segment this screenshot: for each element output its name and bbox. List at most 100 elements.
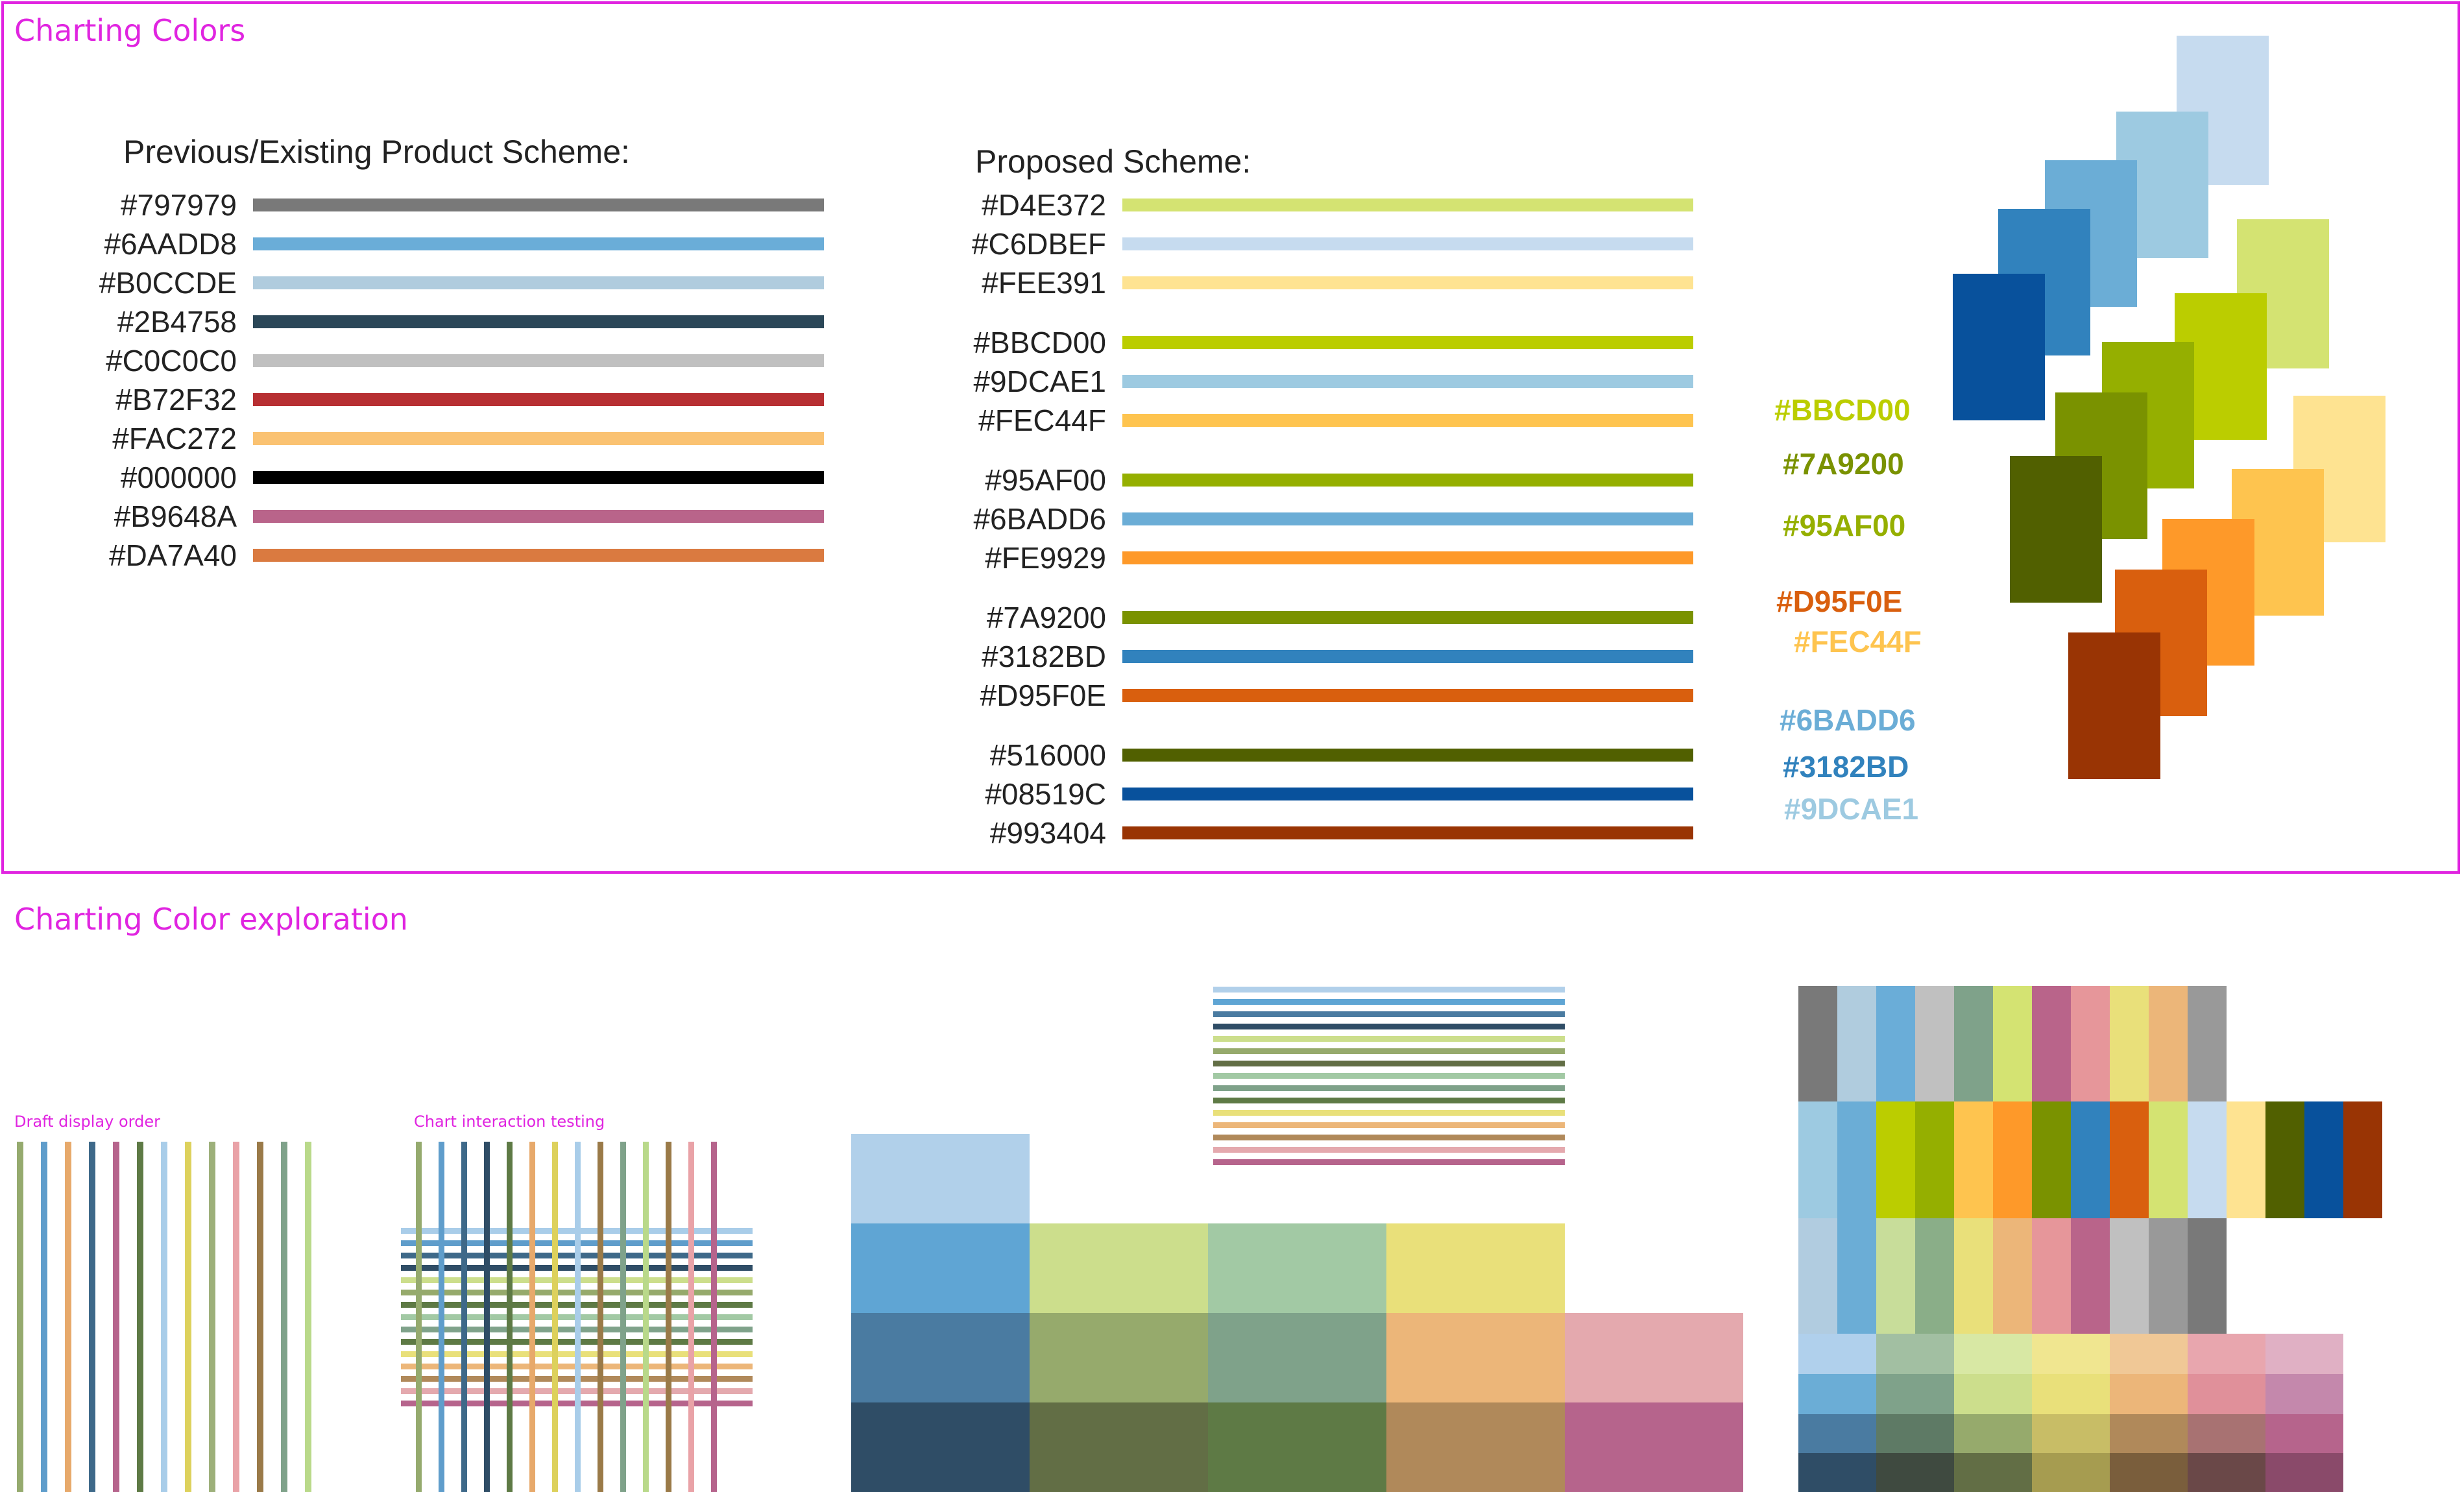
palette-cell [2149,986,2188,1101]
line-sample [1213,1098,1565,1103]
palette-cell [1915,986,1954,1101]
color-stripe [253,432,824,445]
line-sample [1213,987,1565,993]
palette-cell [2110,1453,2188,1492]
color-block [1565,1313,1743,1402]
palette-cell [1876,986,1915,1101]
vertical-line [233,1142,239,1492]
chart-interaction-testing-label: Chart interaction testing [414,1113,605,1131]
vertical-line [598,1142,603,1492]
color-code-label: #3182BD [982,640,1106,673]
draft-display-order-label: Draft display order [14,1113,160,1131]
palette-cell [2071,986,2110,1101]
vertical-line [688,1142,694,1492]
vertical-line [65,1142,71,1492]
exploration-title: Charting Color exploration [14,902,408,937]
line-sample [1213,1011,1565,1017]
color-stripe [253,276,824,289]
palette-cell [2032,986,2071,1101]
color-callout: #D95F0E [1776,584,1903,618]
previous-scheme-heading: Previous/Existing Product Scheme: [123,134,630,170]
line-sample [1213,1122,1565,1128]
color-code-label: #000000 [120,461,237,494]
palette-cell [1954,1334,2032,1374]
vertical-line [281,1142,287,1492]
charting-colors-frame [1,1,2460,874]
color-code-label: #B0CCDE [99,266,237,300]
palette-cell [1876,1453,1954,1492]
vertical-line [89,1142,95,1492]
palette-cell [2265,1414,2343,1453]
color-callout: #9DCAE1 [1784,792,1919,826]
palette-cell [1876,1374,1954,1414]
color-code-label: #B72F32 [115,383,237,416]
palette-cell [1798,986,1837,1101]
color-block [851,1223,1030,1313]
color-block [1386,1313,1565,1402]
color-code-label: #08519C [985,777,1106,811]
palette-cell [1954,986,1993,1101]
color-stripe [253,393,824,406]
vertical-line [552,1142,558,1492]
color-stripe [253,354,824,367]
color-code-label: #FAC272 [112,422,237,455]
line-sample [1213,1061,1565,1066]
palette-cell [2188,1218,2227,1334]
color-stripe [253,237,824,250]
palette-cell [2032,1101,2071,1218]
palette-cell [2032,1334,2110,1374]
palette-cell [1876,1334,1954,1374]
color-stripe [1122,512,1693,525]
vertical-line [461,1142,467,1492]
color-code-label: #FEC44F [978,403,1106,437]
palette-cell [2188,1334,2265,1374]
color-callout: #95AF00 [1783,509,1906,542]
palette-cell [2032,1218,2071,1334]
line-sample [1213,1135,1565,1140]
color-block [1208,1223,1386,1313]
vertical-line [439,1142,444,1492]
color-block [1565,1402,1743,1492]
color-code-label: #6AADD8 [104,227,237,261]
palette-cell [1954,1374,2032,1414]
palette-cell [2265,1453,2343,1492]
color-stripe [1122,826,1693,839]
color-stripe [253,199,824,211]
vertical-line [643,1142,649,1492]
line-sample [1213,1147,1565,1153]
vertical-line [416,1142,422,1492]
palette-cell [1954,1101,1993,1218]
color-block [1030,1402,1208,1492]
color-code-label: #2B4758 [117,305,237,339]
color-block [1386,1223,1565,1313]
color-block [1386,1402,1565,1492]
color-stripe [1122,237,1693,250]
palette-cell [2149,1218,2188,1334]
palette-cell [2110,1101,2149,1218]
palette-cell [2188,1453,2265,1492]
color-stripe [1122,551,1693,564]
color-stripe [253,471,824,484]
proposed-scheme-heading: Proposed Scheme: [975,143,1251,180]
line-sample [1213,1024,1565,1029]
vertical-line [529,1142,535,1492]
palette-cell [2110,1218,2149,1334]
line-sample [1213,1036,1565,1042]
color-code-label: #797979 [120,188,237,222]
palette-cell [1837,1218,1876,1334]
color-code-label: #DA7A40 [109,538,237,572]
color-code-label: #6BADD6 [973,502,1106,536]
vertical-line [161,1142,167,1492]
color-stripe [1122,650,1693,663]
palette-cell [2149,1101,2188,1218]
line-sample [1213,1110,1565,1116]
line-sample [1213,1159,1565,1165]
palette-cell [1798,1218,1837,1334]
color-block [851,1313,1030,1402]
palette-cell [2032,1453,2110,1492]
color-stripe [1122,414,1693,427]
color-code-label: #C6DBEF [971,227,1106,261]
palette-cell [1798,1414,1876,1453]
color-stripe [253,510,824,523]
vertical-line [507,1142,513,1492]
